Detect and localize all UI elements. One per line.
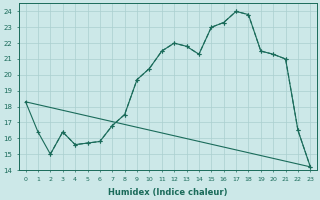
X-axis label: Humidex (Indice chaleur): Humidex (Indice chaleur) [108,188,228,197]
